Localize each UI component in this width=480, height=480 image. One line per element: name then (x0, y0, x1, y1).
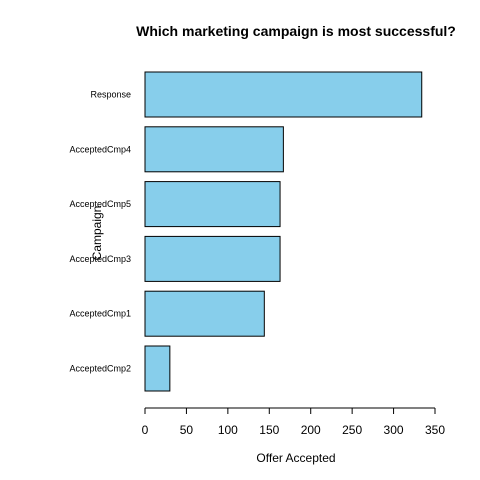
bars-group (144, 71, 423, 392)
bar-acceptedcmp4 (144, 126, 284, 173)
x-tick-label: 250 (342, 423, 362, 437)
x-tick-label: 100 (218, 423, 238, 437)
bar-acceptedcmp2 (144, 345, 171, 392)
category-label: Response (90, 90, 131, 100)
x-tick-label: 300 (384, 423, 404, 437)
x-axis-label: Offer Accepted (256, 451, 335, 465)
category-label: AcceptedCmp1 (69, 309, 131, 319)
x-tick-label: 150 (259, 423, 279, 437)
bar-acceptedcmp3 (144, 235, 281, 282)
x-tick-label: 0 (142, 423, 149, 437)
x-tick-label: 200 (301, 423, 321, 437)
category-label: AcceptedCmp4 (69, 144, 131, 154)
x-axis-ticks: 0 50 100 150 200 250 300 350 (142, 408, 445, 437)
category-label: AcceptedCmp2 (69, 364, 131, 374)
bar-acceptedcmp1 (144, 290, 265, 337)
x-tick-label: 350 (425, 423, 445, 437)
category-label: AcceptedCmp5 (69, 199, 131, 209)
x-tick-label: 50 (180, 423, 194, 437)
bar-response (144, 71, 423, 118)
category-labels: Response AcceptedCmp4 AcceptedCmp5 Accepted… (69, 90, 131, 374)
category-label: AcceptedCmp3 (69, 254, 131, 264)
y-axis-label: Campaign (90, 206, 104, 261)
chart-title: Which marketing campaign is most success… (136, 23, 456, 39)
bar-acceptedcmp5 (144, 181, 281, 228)
